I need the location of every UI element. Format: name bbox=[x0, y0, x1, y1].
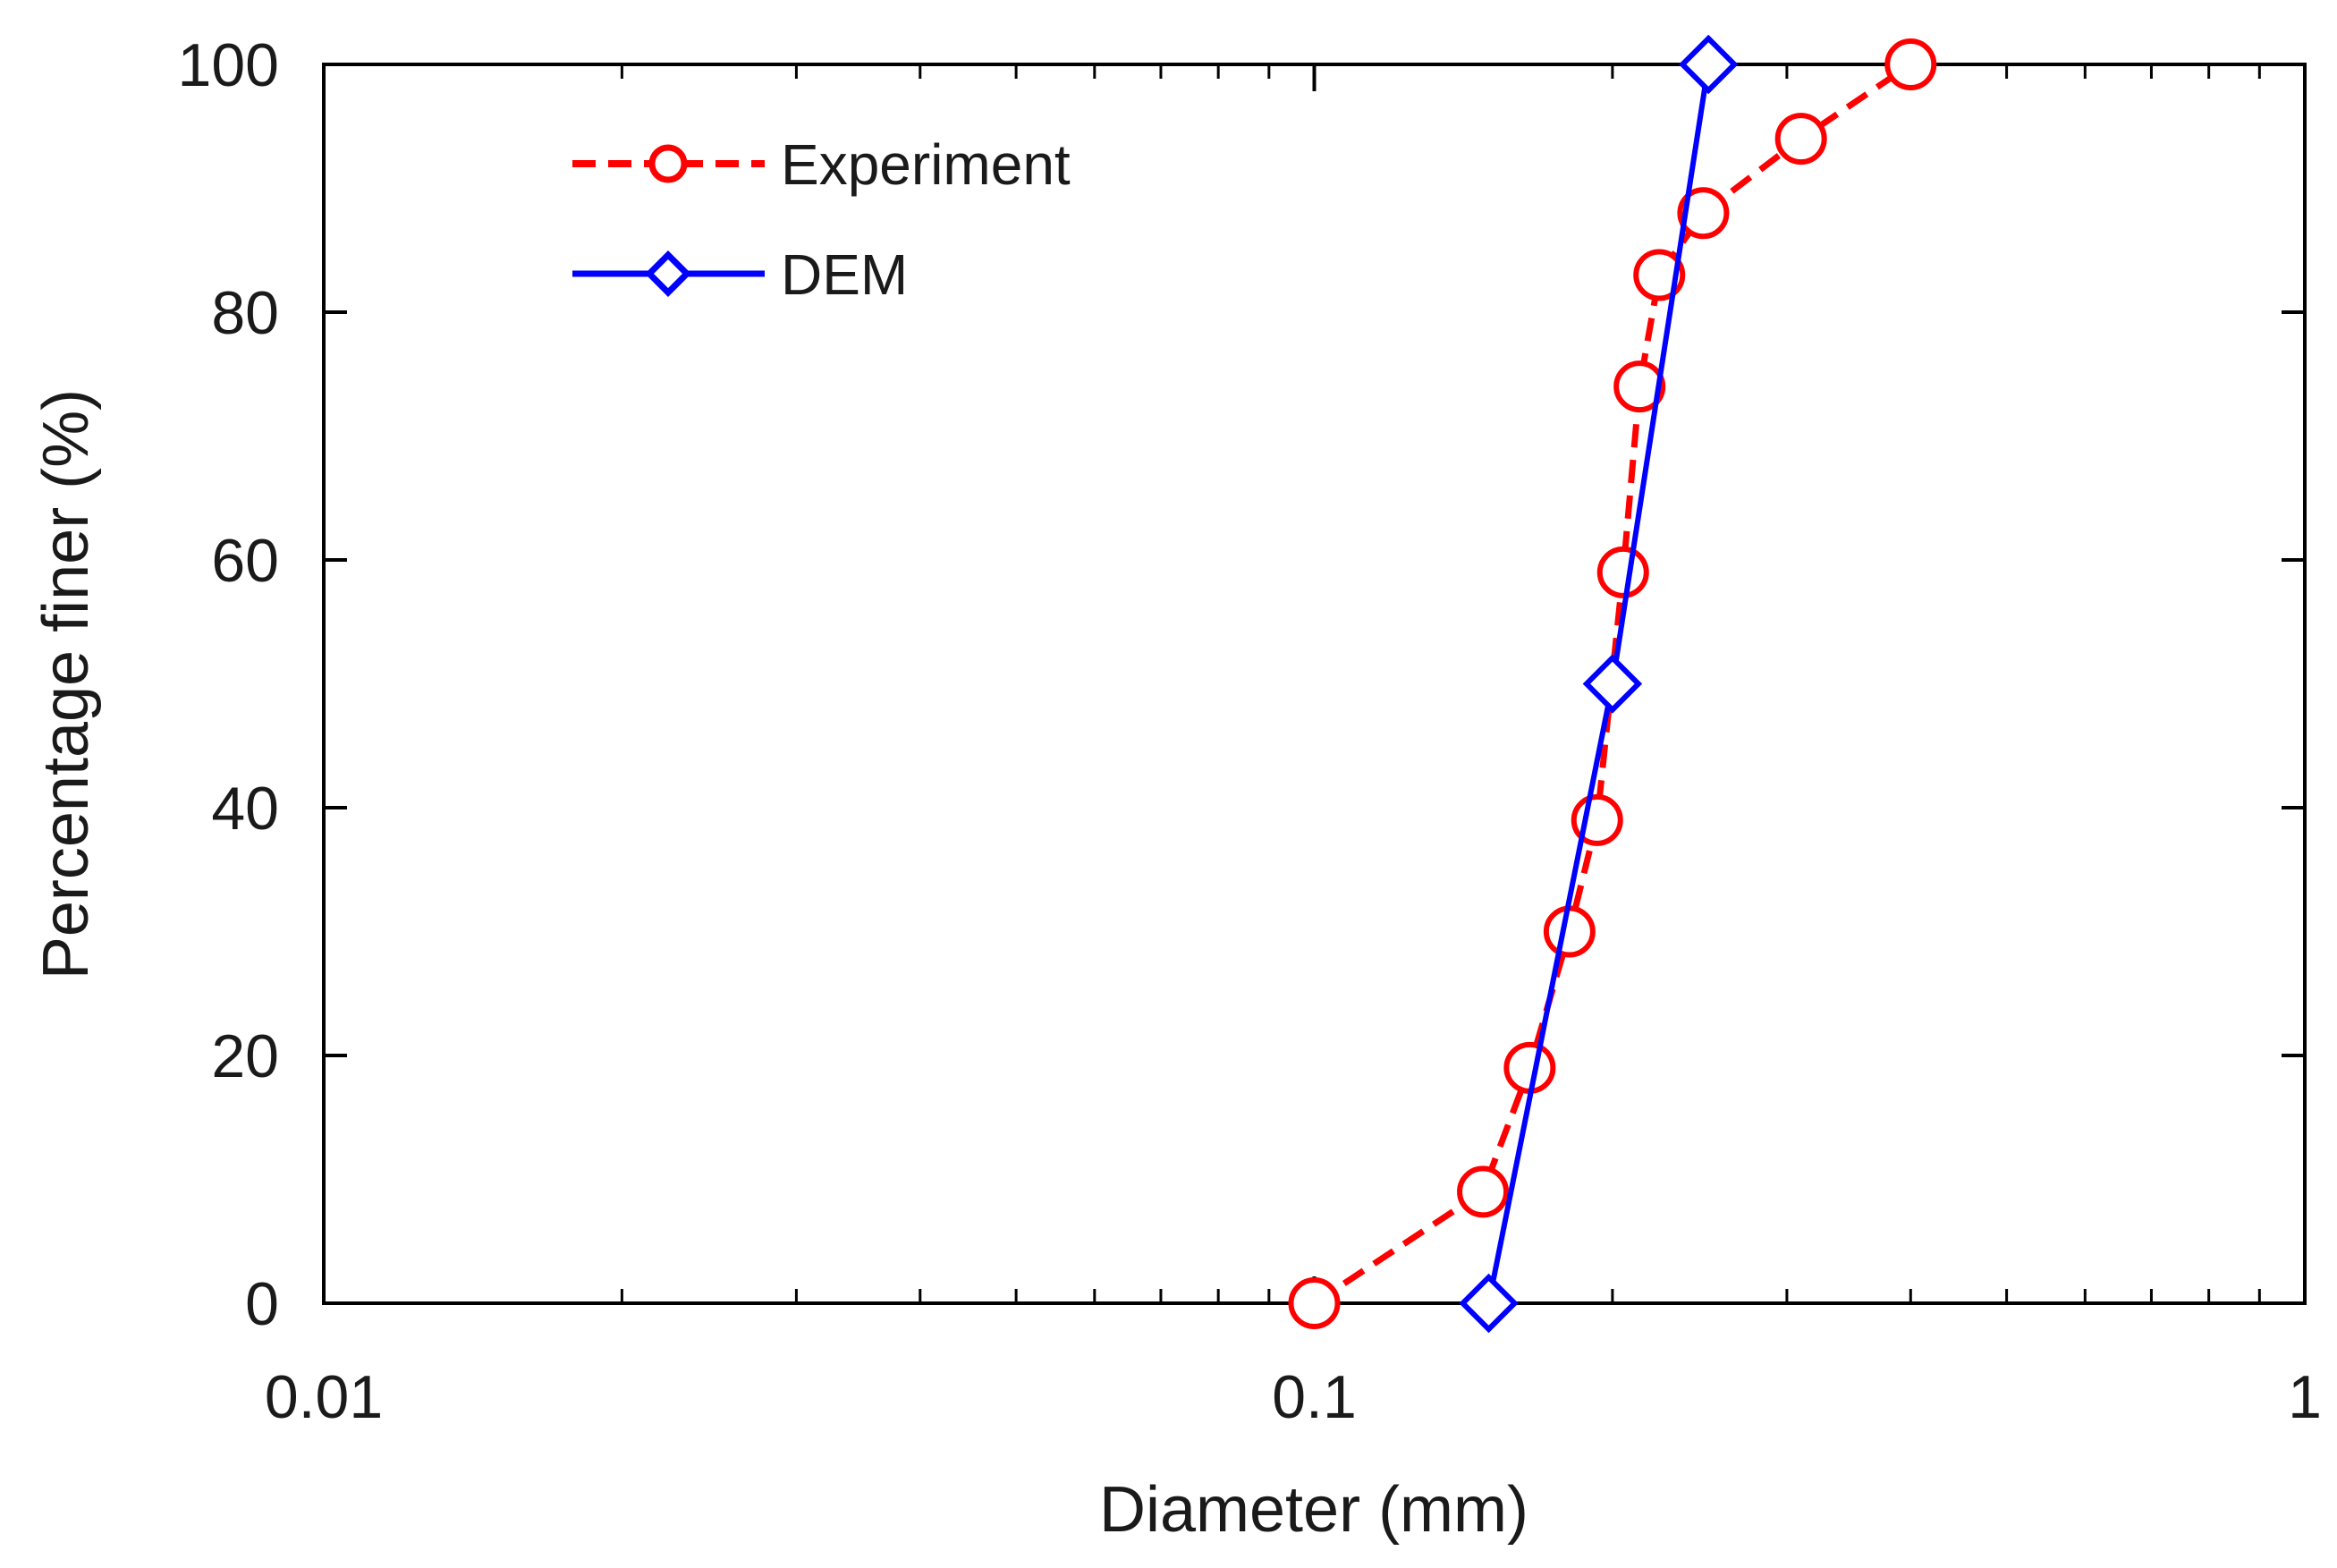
experiment-point bbox=[1543, 905, 1596, 958]
y-tick-label: 0 bbox=[245, 1270, 279, 1338]
y-tick-label: 80 bbox=[211, 279, 279, 347]
experiment-point bbox=[1457, 1165, 1510, 1218]
experiment-point bbox=[1613, 360, 1666, 413]
legend-entry-experiment: Experiment bbox=[572, 132, 1071, 197]
x-axis-title: Diameter (mm) bbox=[1099, 1474, 1528, 1546]
legend-experiment-marker bbox=[648, 144, 688, 183]
dem-point bbox=[1582, 654, 1643, 714]
x-ticks: 0.01 0.1 1 bbox=[265, 64, 2322, 1431]
y-tick-label: 40 bbox=[211, 775, 279, 843]
legend-experiment-label: Experiment bbox=[781, 132, 1071, 197]
experiment-point bbox=[1677, 187, 1730, 240]
dem-point bbox=[1678, 34, 1739, 95]
series-layer bbox=[1288, 34, 1937, 1334]
y-axis-title: Percentage finer (%) bbox=[30, 389, 102, 979]
x-tick-label: 0.1 bbox=[1272, 1363, 1357, 1431]
series-dem bbox=[1459, 34, 1739, 1334]
plot-frame bbox=[322, 63, 2307, 1305]
x-tick-label: 0.01 bbox=[265, 1363, 383, 1431]
experiment-point bbox=[1503, 1041, 1556, 1094]
legend: Experiment DEM bbox=[572, 132, 1071, 307]
legend-dem-marker bbox=[645, 250, 691, 297]
legend-dem-label: DEM bbox=[781, 242, 908, 307]
y-tick-label: 100 bbox=[178, 31, 279, 99]
y-tick-label: 20 bbox=[211, 1022, 279, 1090]
experiment-point bbox=[1774, 113, 1827, 165]
experiment-point bbox=[1884, 38, 1937, 90]
experiment-point bbox=[1596, 546, 1649, 598]
dem-point bbox=[1459, 1273, 1519, 1334]
x-tick-label: 1 bbox=[2288, 1363, 2322, 1431]
y-ticks: 0 20 40 60 80 100 bbox=[178, 31, 2305, 1338]
experiment-point bbox=[1288, 1277, 1341, 1329]
y-tick-label: 60 bbox=[211, 527, 279, 595]
legend-entry-dem: DEM bbox=[572, 242, 908, 307]
experiment-point bbox=[1633, 249, 1686, 301]
